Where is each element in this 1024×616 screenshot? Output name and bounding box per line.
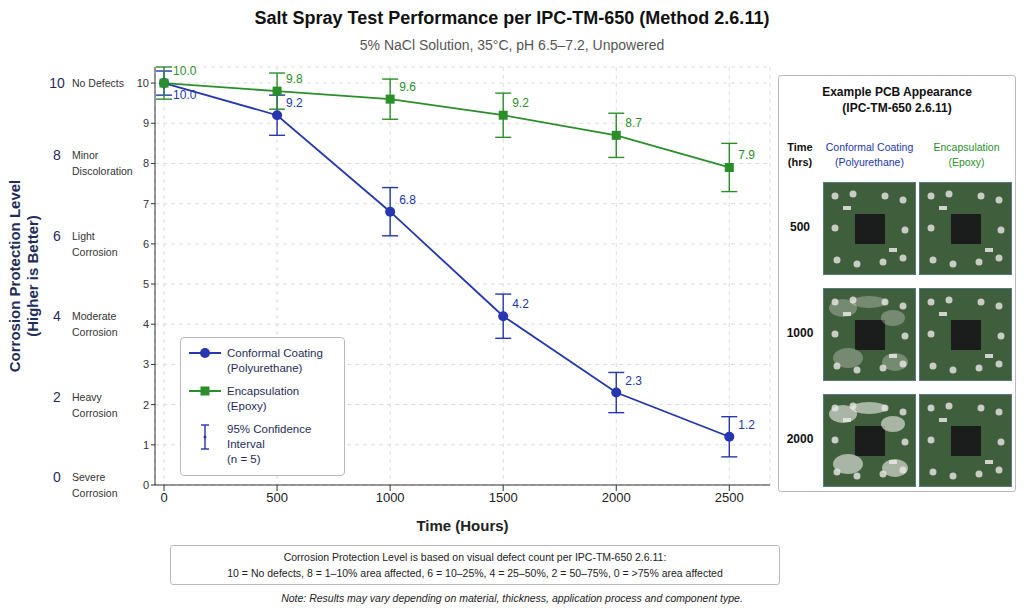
svg-text:Discoloration: Discoloration bbox=[72, 165, 133, 177]
svg-text:8: 8 bbox=[53, 147, 61, 163]
svg-text:1.2: 1.2 bbox=[738, 418, 755, 432]
svg-text:Corrosion: Corrosion bbox=[72, 246, 118, 258]
html-text:Corrosion Protection Level is: Corrosion Protection Level is based on v… bbox=[283, 551, 667, 563]
svg-text:9.6: 9.6 bbox=[399, 80, 416, 94]
svg-text:Heavy: Heavy bbox=[72, 391, 103, 403]
svg-text:2000: 2000 bbox=[602, 490, 631, 505]
html-text:10 = No defects, 8 = 1–10% are: 10 = No defects, 8 = 1–10% area affected… bbox=[227, 567, 723, 579]
svg-text:9.2: 9.2 bbox=[512, 96, 529, 110]
svg-text:(Higher is Better): (Higher is Better) bbox=[24, 215, 41, 337]
svg-text:6.8: 6.8 bbox=[399, 193, 416, 207]
svg-text:Time (Hours): Time (Hours) bbox=[416, 517, 508, 534]
html-text:Example PCB Appearance: Example PCB Appearance bbox=[822, 85, 972, 99]
html-text:(Polyurethane): (Polyurethane) bbox=[227, 362, 303, 374]
svg-text:10.0: 10.0 bbox=[173, 64, 197, 78]
svg-text:1: 1 bbox=[143, 439, 149, 451]
html-text:Conformal Coating: Conformal Coating bbox=[825, 141, 914, 153]
svg-text:6: 6 bbox=[143, 238, 149, 250]
html-text:500: 500 bbox=[790, 220, 810, 234]
svg-text:500: 500 bbox=[266, 490, 288, 505]
svg-text:8: 8 bbox=[143, 157, 149, 169]
svg-text:9.8: 9.8 bbox=[286, 72, 303, 86]
html-text:(n = 5): (n = 5) bbox=[227, 453, 261, 465]
html-text:(hrs): (hrs) bbox=[787, 156, 813, 168]
svg-text:Light: Light bbox=[72, 230, 95, 242]
html-text:(Epoxy): (Epoxy) bbox=[948, 156, 985, 168]
svg-text:Minor: Minor bbox=[72, 149, 99, 161]
svg-text:0: 0 bbox=[160, 490, 167, 505]
svg-text:2: 2 bbox=[53, 389, 61, 405]
svg-text:Corrosion: Corrosion bbox=[72, 487, 118, 499]
svg-text:10: 10 bbox=[137, 77, 149, 89]
svg-text:Corrosion Protection Level: Corrosion Protection Level bbox=[6, 180, 23, 373]
svg-text:1500: 1500 bbox=[489, 490, 518, 505]
svg-text:9.2: 9.2 bbox=[286, 96, 303, 110]
svg-text:1000: 1000 bbox=[376, 490, 405, 505]
html-text:95% Confidence Interval: 95% Confidence Interval bbox=[227, 423, 312, 450]
svg-text:Severe: Severe bbox=[72, 471, 105, 483]
svg-text:No Defects: No Defects bbox=[72, 77, 124, 89]
svg-text:4.2: 4.2 bbox=[512, 297, 529, 311]
svg-text:10.0: 10.0 bbox=[173, 88, 197, 102]
svg-text:Moderate: Moderate bbox=[72, 310, 117, 322]
html-text:1000: 1000 bbox=[786, 326, 814, 340]
svg-text:0: 0 bbox=[143, 479, 149, 491]
html-text:Salt Spray Test Performance pe: Salt Spray Test Performance per IPC-TM-6… bbox=[254, 8, 770, 28]
svg-text:0: 0 bbox=[53, 469, 61, 485]
svg-text:2500: 2500 bbox=[715, 490, 744, 505]
html-text:Conformal Coating: Conformal Coating bbox=[227, 347, 323, 359]
html-text:5% NaCl Solution, 35°C, pH 6.5: 5% NaCl Solution, 35°C, pH 6.5–7.2, Unpo… bbox=[359, 37, 665, 53]
html-text:Note: Results may vary dependi: Note: Results may vary depending on mate… bbox=[281, 592, 743, 604]
html-text:2000: 2000 bbox=[786, 432, 814, 446]
html-text:Encapsulation: Encapsulation bbox=[227, 385, 300, 397]
svg-text:4: 4 bbox=[143, 318, 149, 330]
svg-text:Corrosion: Corrosion bbox=[72, 326, 118, 338]
svg-text:8.7: 8.7 bbox=[625, 116, 642, 130]
svg-text:4: 4 bbox=[53, 308, 61, 324]
svg-text:7: 7 bbox=[143, 198, 149, 210]
svg-text:2: 2 bbox=[143, 399, 149, 411]
svg-text:7.9: 7.9 bbox=[738, 148, 755, 162]
svg-text:3: 3 bbox=[143, 358, 149, 370]
svg-text:6: 6 bbox=[53, 228, 61, 244]
svg-text:Corrosion: Corrosion bbox=[72, 407, 118, 419]
svg-text:10: 10 bbox=[49, 75, 65, 91]
svg-text:2.3: 2.3 bbox=[625, 374, 642, 388]
html-text:(Epoxy): (Epoxy) bbox=[227, 400, 267, 412]
html-text:(Polyurethane): (Polyurethane) bbox=[835, 156, 904, 168]
html-text:Time: Time bbox=[787, 141, 813, 153]
html-text:Encapsulation: Encapsulation bbox=[933, 141, 1000, 153]
html-text:(IPC-TM-650 2.6.11): (IPC-TM-650 2.6.11) bbox=[842, 101, 952, 115]
svg-text:9: 9 bbox=[143, 117, 149, 129]
svg-text:5: 5 bbox=[143, 278, 149, 290]
